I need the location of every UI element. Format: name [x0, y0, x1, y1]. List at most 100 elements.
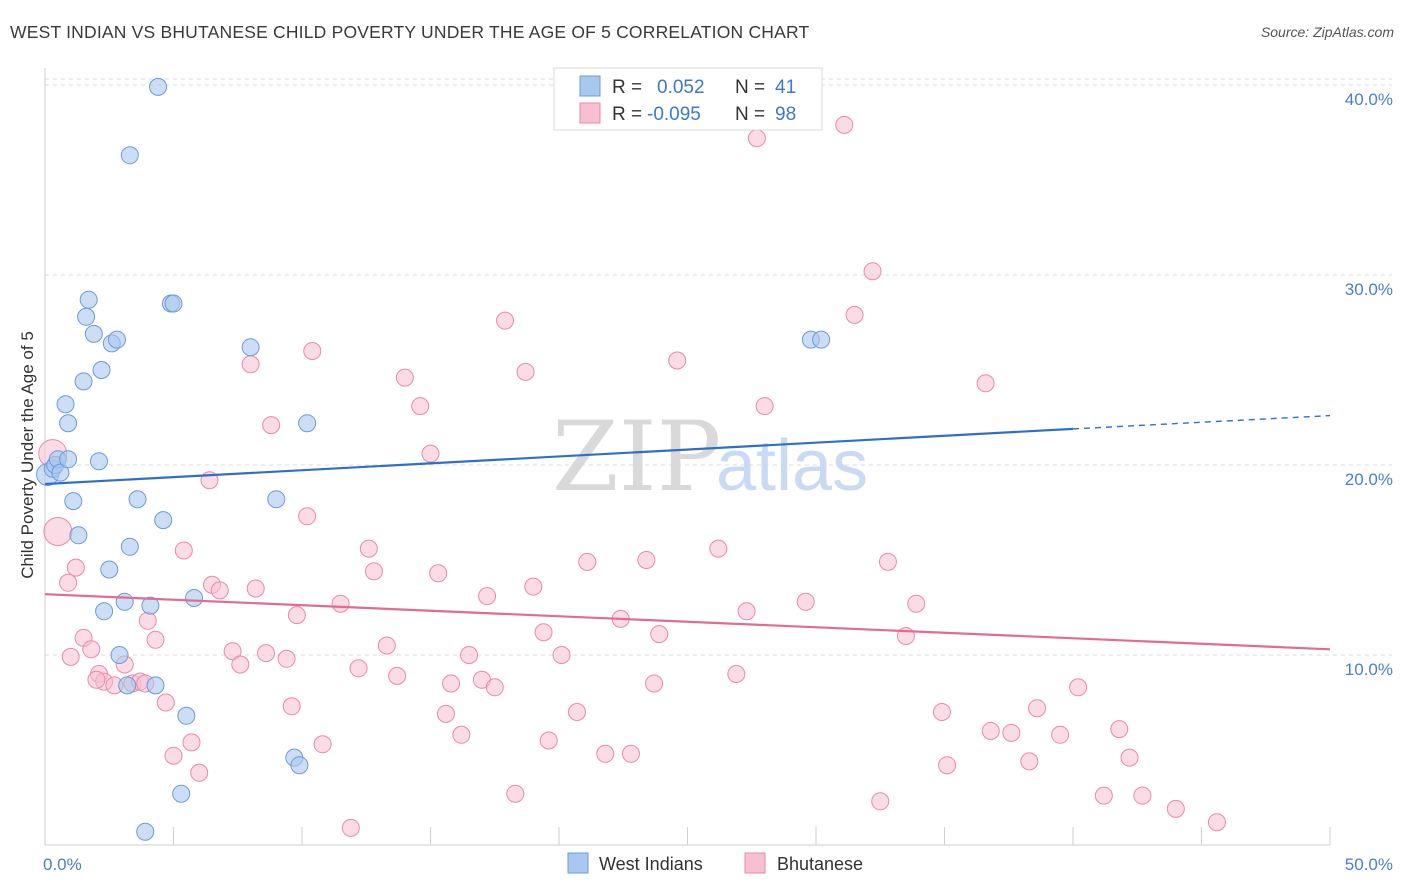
bhutanese-point: [1166, 799, 1185, 818]
west-indians-point: [56, 395, 75, 414]
bhutanese-point: [429, 564, 448, 583]
bhutanese-point: [277, 649, 296, 668]
bhutanese-point: [1120, 748, 1139, 767]
bhutanese-point: [43, 517, 73, 546]
bhutanese-point: [567, 703, 586, 721]
legend-swatch-pink: [579, 102, 601, 124]
bhutanese-point: [976, 374, 995, 393]
bhutanese-point: [932, 703, 951, 721]
legend-r-value-1: 0.052: [657, 77, 705, 98]
bhutanese-point: [1094, 786, 1113, 805]
west-indians-point: [59, 450, 78, 469]
west-indians-point: [64, 492, 83, 511]
bhutanese-point: [1002, 723, 1021, 742]
legend-r-label-1: R =: [612, 77, 642, 98]
bhutanese-point: [539, 731, 558, 750]
bhutanese-point: [262, 416, 281, 435]
west-indians-point: [51, 463, 70, 482]
bhutanese-trend: [44, 593, 1331, 651]
west-indians-point: [89, 452, 108, 471]
bhutanese-point: [485, 678, 504, 697]
bhutanese-point: [506, 784, 525, 803]
y-tick-label: 20.0%: [1345, 470, 1393, 489]
bhutanese-point: [981, 722, 1000, 740]
bhutanese-point: [146, 630, 165, 649]
west-indians-point: [79, 290, 98, 309]
bhutanese-point: [190, 763, 209, 782]
bhutanese-point: [421, 444, 440, 463]
bhutanese-point: [907, 594, 926, 613]
west-indians-point: [812, 330, 831, 349]
legend-r-label-2: R =: [612, 104, 642, 125]
bhutanese-point: [1133, 786, 1152, 805]
bhutanese-point: [82, 640, 101, 659]
bhutanese-point: [287, 606, 306, 625]
bottom-legend: West Indians Bhutanese: [567, 852, 863, 874]
bhutanese-point: [552, 646, 571, 664]
west-indians-point: [267, 490, 286, 509]
bhutanese-point: [1051, 725, 1070, 744]
bhutanese-point: [1020, 752, 1039, 771]
bhutanese-point: [388, 666, 407, 685]
west-indians-point: [95, 602, 114, 621]
bhutanese-point: [1028, 699, 1047, 718]
bhutanese-point: [478, 587, 497, 606]
bhutanese-point: [524, 577, 543, 596]
west-indians-point: [185, 589, 204, 607]
bhutanese-point: [596, 744, 615, 763]
bottom-legend-swatch-blue: [567, 852, 589, 874]
y-axis-title: Child Poverty Under the Age of 5: [18, 331, 37, 579]
bhutanese-point: [578, 552, 597, 571]
bhutanese-point: [257, 644, 276, 663]
bhutanese-point: [246, 579, 265, 598]
tick-labels: 10.0% 20.0% 30.0% 40.0% 0.0% 50.0%: [43, 90, 1393, 874]
west-indians-point: [149, 77, 168, 96]
x-tick-label: 0.0%: [43, 855, 82, 874]
west-indians-trend-extension: [1072, 414, 1331, 430]
west-indians-point: [110, 646, 129, 664]
west-indians-point: [120, 537, 139, 556]
bhutanese-point: [1110, 720, 1129, 739]
chart-title: WEST INDIAN VS BHUTANESE CHILD POVERTY U…: [10, 22, 810, 42]
west-indians-point: [172, 784, 191, 803]
watermark-zip: ZIP: [552, 401, 721, 513]
west-indians-point: [136, 822, 155, 841]
west-indians-point: [128, 490, 147, 509]
y-tick-label: 10.0%: [1345, 660, 1393, 679]
bhutanese-point: [835, 115, 854, 134]
bhutanese-point: [87, 670, 106, 689]
west-indians-point: [77, 307, 96, 326]
bottom-legend-west-indians: West Indians: [599, 854, 703, 874]
bhutanese-point: [303, 342, 322, 360]
y-tick-label: 40.0%: [1345, 90, 1393, 109]
bhutanese-point: [637, 551, 656, 569]
bhutanese-point: [1069, 678, 1088, 697]
bhutanese-point: [796, 592, 815, 611]
bhutanese-point: [755, 397, 774, 416]
west-indians-trend: [44, 427, 1074, 486]
legend: R = 0.052 N = 41 R = -0.095 N = 98: [553, 67, 823, 131]
west-indians-point: [141, 596, 160, 615]
west-indians-point: [118, 676, 137, 695]
bhutanese-point: [223, 642, 242, 661]
west-indians-point: [92, 361, 111, 379]
legend-swatch-blue: [579, 75, 601, 97]
legend-n-label-2: N =: [735, 104, 765, 125]
west-indians-point: [69, 526, 88, 545]
trend-lines: [44, 414, 1331, 651]
bhutanese-point: [182, 733, 201, 752]
bhutanese-point: [460, 646, 479, 664]
bhutanese-point: [231, 655, 250, 674]
bhutanese-point: [364, 562, 383, 581]
bhutanese-point: [377, 636, 396, 655]
bhutanese-point: [1207, 813, 1226, 832]
bhutanese-point: [747, 129, 766, 148]
bottom-legend-bhutanese: Bhutanese: [777, 854, 863, 874]
bhutanese-point: [359, 539, 378, 558]
watermark: ZIP atlas: [552, 401, 868, 513]
bhutanese-point: [878, 552, 897, 571]
bhutanese-point: [138, 611, 157, 630]
bhutanese-point: [863, 262, 882, 281]
bhutanese-point: [66, 558, 85, 577]
